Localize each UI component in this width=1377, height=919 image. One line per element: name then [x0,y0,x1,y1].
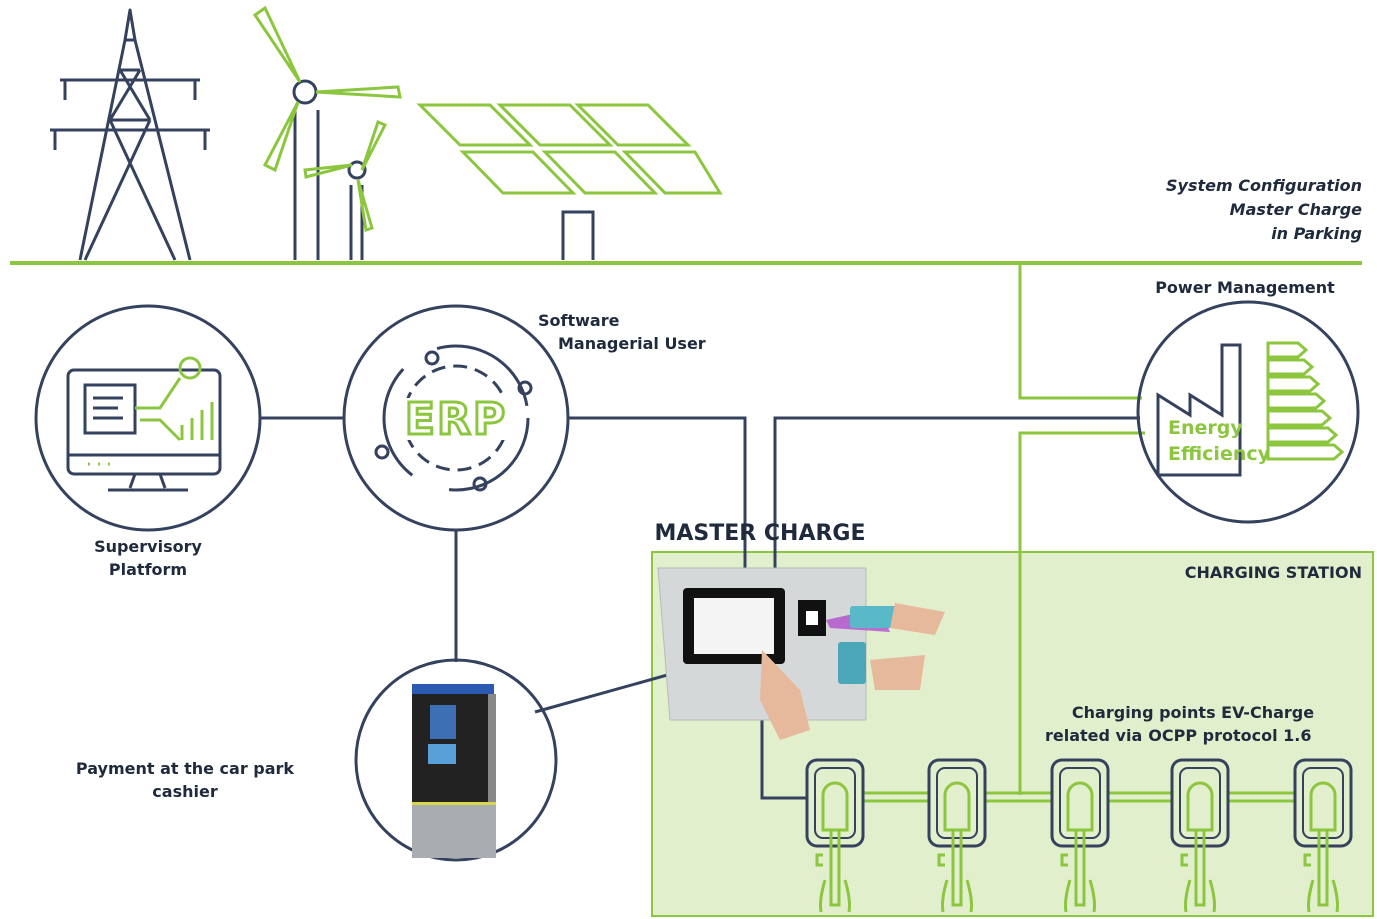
caption-part: related via [1045,726,1142,745]
diagram: Supervisory Platform ERP Software Manage… [0,0,1377,919]
configuration-title: System Configuration Master Charge in Pa… [1166,176,1362,243]
payment-kiosk [412,684,496,858]
label: Managerial User [558,334,706,353]
caption: related via OCPP protocol 1.6 [1045,726,1311,745]
wind-turbines [255,8,400,260]
power-branch [1020,263,1142,398]
erp-icon: ERP [376,346,531,490]
label: Software [538,311,620,330]
icon-label: ERP [405,394,507,445]
title-line: Master Charge [1230,200,1362,219]
label: cashier [152,782,218,801]
label: Supervisory [94,537,202,556]
label: Platform [109,560,187,579]
node-circle [36,306,260,530]
title-line: System Configuration [1166,176,1362,195]
label: Power Management [1155,278,1335,297]
energy-icon: Energy Efficiency [1158,343,1342,475]
label: Payment at the car park [76,759,295,778]
section-title: CHARGING STATION [1185,563,1362,582]
section-title: MASTER CHARGE [654,521,865,546]
title-line: in Parking [1271,224,1362,243]
solar-post [563,212,593,260]
solar-panels [420,105,720,193]
icon-label: Energy [1168,417,1243,439]
pylon [50,10,210,260]
protocol: OCPP protocol 1.6 [1148,726,1311,745]
caption: Charging points EV-Charge [1072,703,1314,722]
icon-label: Efficiency [1168,443,1271,465]
monitor-icon [68,358,220,490]
